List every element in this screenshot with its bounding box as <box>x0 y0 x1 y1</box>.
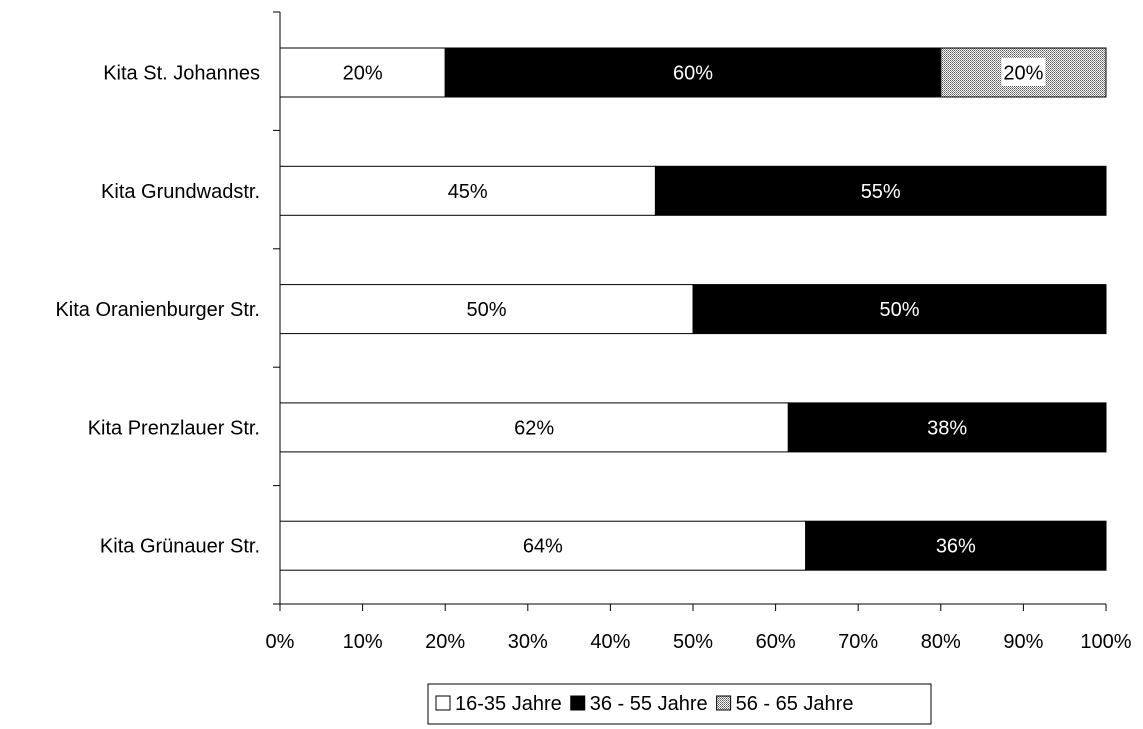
legend-swatch <box>435 695 451 711</box>
bar-segment <box>805 520 1107 571</box>
legend-label: 16-35 Jahre <box>455 693 562 715</box>
data-label: 62% <box>514 417 554 439</box>
x-tick-label: 0% <box>266 631 295 653</box>
bar-segment <box>279 402 789 453</box>
data-label: 38% <box>927 417 967 439</box>
category-label: Kita Prenzlauer Str. <box>88 417 260 439</box>
data-label: 64% <box>523 536 563 558</box>
data-label: 36% <box>936 536 976 558</box>
data-label: 60% <box>673 63 713 85</box>
x-tick-label: 70% <box>838 631 878 653</box>
data-label: 55% <box>861 181 901 203</box>
legend-swatch <box>570 695 586 711</box>
bar-segment <box>279 284 694 335</box>
bar-segment <box>444 47 942 98</box>
data-label: 50% <box>466 299 506 321</box>
x-tick-label: 10% <box>343 631 383 653</box>
data-label: 20% <box>343 63 383 85</box>
bar-segment <box>692 284 1107 335</box>
x-tick-label: 90% <box>1003 631 1043 653</box>
x-tick-label: 30% <box>508 631 548 653</box>
category-label: Kita Oranienburger Str. <box>55 299 260 321</box>
bar-segment <box>279 47 446 98</box>
legend-label: 36 - 55 Jahre <box>590 693 708 715</box>
category-label: Kita St. Johannes <box>103 63 260 85</box>
x-tick-label: 60% <box>756 631 796 653</box>
data-label: 45% <box>448 181 488 203</box>
category-label: Kita Grünauer Str. <box>100 536 260 558</box>
data-label: 20% <box>1003 63 1043 85</box>
plot-area: 0% 10% 20% 30% 40% 50% 60% 70% 80% 90% 100% Kita St… <box>55 11 1132 653</box>
x-tick-label: 40% <box>590 631 630 653</box>
x-tick-label: 50% <box>673 631 713 653</box>
bar-segment <box>654 165 1107 216</box>
x-tick-label: 100% <box>1080 631 1131 653</box>
data-label: 50% <box>879 299 919 321</box>
data-label-background <box>1001 58 1046 86</box>
x-tick-label: 80% <box>921 631 961 653</box>
bar-segment <box>279 165 656 216</box>
bar-segment <box>279 520 807 571</box>
legend: 16-35 Jahre 36 - 55 Jahre 56 - 65 Jahre <box>427 683 932 725</box>
legend-swatch <box>716 695 732 711</box>
legend-label: 56 - 65 Jahre <box>736 693 854 715</box>
legend-box <box>427 683 932 725</box>
x-tick-label: 20% <box>425 631 465 653</box>
bar-segment <box>787 402 1107 453</box>
category-label: Kita Grundwadstr. <box>101 181 260 203</box>
